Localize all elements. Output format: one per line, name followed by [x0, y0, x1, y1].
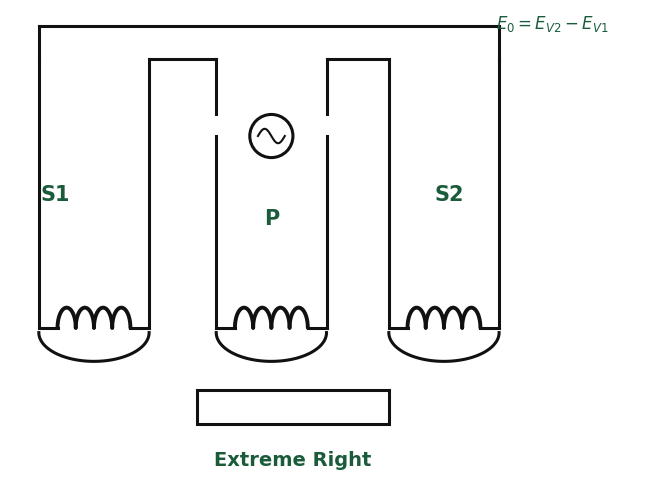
Text: P: P	[264, 208, 279, 228]
Bar	[197, 390, 389, 424]
Text: Extreme Right: Extreme Right	[214, 450, 372, 469]
Text: S2: S2	[434, 184, 464, 204]
Text: $E_0 = E_{V2} - E_{V1}$: $E_0 = E_{V2} - E_{V1}$	[496, 15, 608, 34]
Text: S1: S1	[41, 184, 71, 204]
